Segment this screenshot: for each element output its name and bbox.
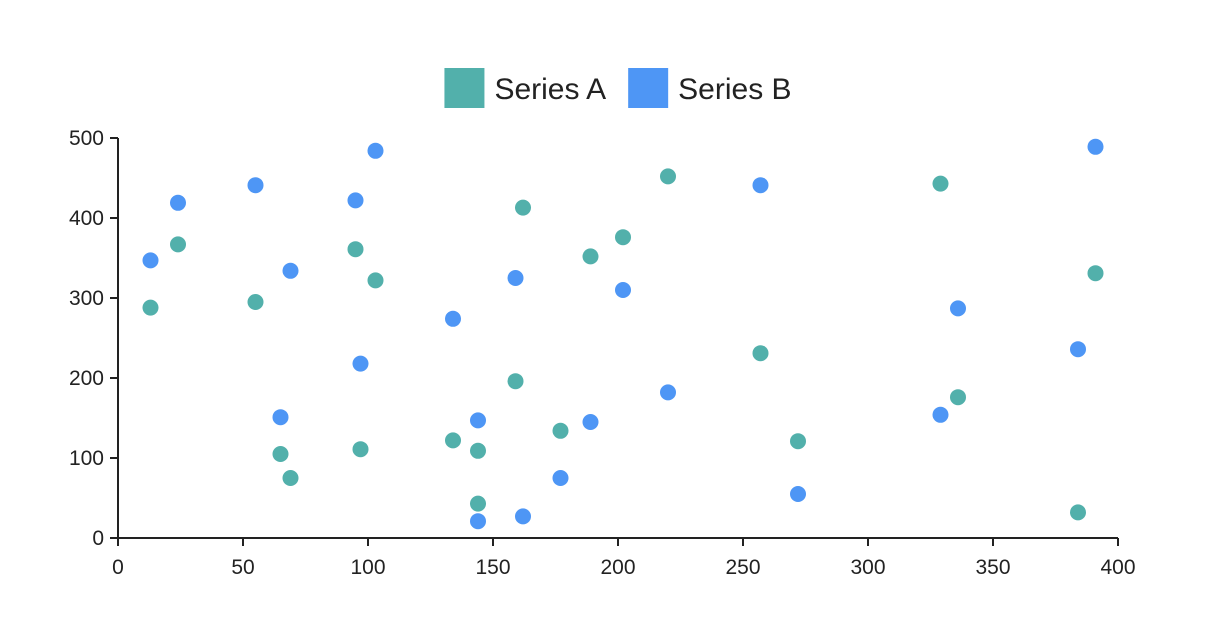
series-a-point <box>367 272 384 289</box>
series-b-point <box>660 384 676 401</box>
series-b-point <box>367 142 384 159</box>
y-tick-label: 100 <box>69 447 104 470</box>
series-b-point <box>247 177 264 194</box>
series-b-point <box>170 194 186 211</box>
legend-swatch-series-a <box>444 68 485 108</box>
series-a-point <box>660 168 676 185</box>
series-b-point <box>347 192 364 209</box>
series-b-point <box>950 300 966 317</box>
series-b-point <box>932 406 949 423</box>
x-tick-label: 250 <box>725 556 760 579</box>
y-tick-label: 0 <box>92 527 104 550</box>
series-b-point <box>515 508 531 525</box>
series-a-point <box>615 229 631 246</box>
x-tick-label: 150 <box>475 556 510 579</box>
series-a-point <box>247 294 264 310</box>
series-a-point <box>142 299 159 316</box>
x-tick-label: 400 <box>1100 556 1135 579</box>
series-b-point <box>142 252 159 269</box>
series-b-point <box>470 513 486 530</box>
y-tick-label: 200 <box>69 367 104 390</box>
series-a-point <box>950 389 966 406</box>
series-b-point <box>1070 341 1086 358</box>
series-a-point <box>582 248 599 265</box>
x-tick-label: 200 <box>600 556 635 579</box>
chart-points <box>142 138 1104 530</box>
series-a-point <box>515 199 531 216</box>
series-a-point <box>552 422 569 439</box>
series-b-point <box>352 355 369 372</box>
series-a-point <box>445 432 461 449</box>
x-tick-label: 300 <box>850 556 885 579</box>
series-b-point <box>507 270 524 286</box>
x-tick-label: 50 <box>231 556 254 579</box>
y-tick-label: 300 <box>69 287 104 310</box>
chart-legend: Series A Series B <box>444 68 792 108</box>
series-a-point <box>790 433 806 450</box>
series-b-point <box>615 282 631 298</box>
series-b-point <box>552 470 569 486</box>
y-tick-label: 500 <box>69 127 104 150</box>
chart-axes: 0 50 100 150 200 250 300 350 400 0 100 200 300 400 500 <box>69 127 1136 579</box>
series-a-point <box>1087 265 1104 282</box>
series-a-point <box>507 373 524 390</box>
series-a-point <box>932 175 949 192</box>
series-b-point <box>282 262 299 279</box>
series-a-point <box>170 236 186 253</box>
legend-swatch-series-b <box>628 68 669 108</box>
series-a-point <box>1070 504 1086 521</box>
series-a-point <box>470 442 486 459</box>
series-b-point <box>582 414 599 430</box>
legend-label-series-a: Series A <box>494 73 606 106</box>
series-b-point <box>790 486 806 502</box>
series-b-point <box>1087 138 1104 155</box>
series-a-point <box>352 441 369 458</box>
series-a-point <box>752 345 769 362</box>
series-a-point <box>347 241 364 258</box>
series-b-point <box>470 412 486 429</box>
series-b-point <box>272 409 289 426</box>
y-tick-label: 400 <box>69 207 104 230</box>
x-tick-label: 0 <box>112 556 124 579</box>
x-tick-label: 350 <box>975 556 1010 579</box>
series-a-point <box>272 446 289 462</box>
legend-label-series-b: Series B <box>678 73 791 106</box>
x-tick-label: 100 <box>350 556 385 579</box>
series-a-point <box>282 470 299 486</box>
series-b-point <box>752 177 769 194</box>
series-b-point <box>445 310 461 327</box>
series-a-point <box>470 495 486 512</box>
